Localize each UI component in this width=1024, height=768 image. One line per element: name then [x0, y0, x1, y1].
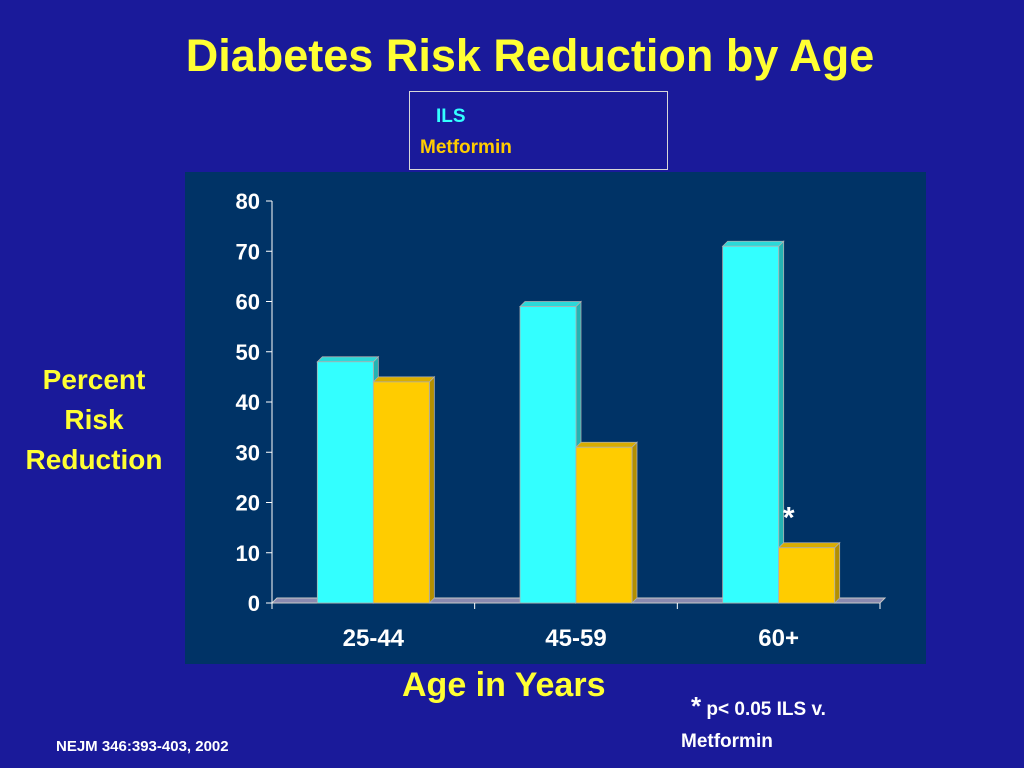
y-axis-label-line: Reduction [25, 444, 163, 475]
y-tick-label: 30 [236, 440, 260, 465]
x-axis-label: Age in Years [402, 666, 606, 704]
significance-annotation: * [783, 502, 795, 535]
y-tick-label: 10 [236, 541, 260, 566]
bar-top [372, 376, 436, 383]
bar-ils-60+ [722, 245, 780, 604]
y-tick-label: 0 [248, 591, 260, 616]
y-axis-label-line: Risk [64, 404, 124, 435]
footnote-text-2: Metformin [681, 731, 773, 752]
bar-metformin-45-59 [575, 446, 633, 604]
bar-ils-25-44 [316, 361, 374, 604]
bar-top [519, 301, 582, 307]
bar-ils-45-59 [519, 306, 577, 604]
bar-metformin-25-44 [372, 381, 430, 604]
bar-top [575, 441, 638, 448]
bar-side [631, 441, 638, 604]
y-tick-label: 80 [236, 189, 260, 214]
x-tick-label: 25-44 [343, 625, 405, 652]
y-axis-label: Percent Risk Reduction [4, 360, 184, 480]
citation: NEJM 346:393-403, 2002 [56, 738, 229, 755]
x-tick-label: 45-59 [545, 625, 606, 652]
footnote: * p< 0.05 ILS v. Metformin [681, 690, 826, 758]
bar-side [834, 541, 841, 604]
legend-item-metformin: Metformin [420, 137, 512, 158]
y-tick-label: 20 [236, 491, 260, 516]
footnote-text: p< 0.05 ILS v. [706, 699, 826, 720]
y-tick-label: 70 [236, 239, 260, 264]
bar-top [777, 542, 841, 549]
x-tick-label: 60+ [758, 625, 799, 652]
y-tick-label: 40 [236, 390, 260, 415]
y-axis-label-line: Percent [42, 364, 146, 395]
legend-item-ils: ILS [436, 106, 466, 127]
chart-title: Diabetes Risk Reduction by Age [185, 30, 875, 81]
bar-metformin-60+ [778, 547, 836, 604]
bar-top [721, 240, 785, 247]
legend: ILS Metformin [409, 91, 668, 170]
y-tick-label: 50 [236, 340, 260, 365]
y-tick-label: 60 [236, 290, 260, 315]
bar-side [428, 375, 435, 604]
footnote-star: * [691, 691, 702, 721]
bar-top [316, 356, 380, 363]
